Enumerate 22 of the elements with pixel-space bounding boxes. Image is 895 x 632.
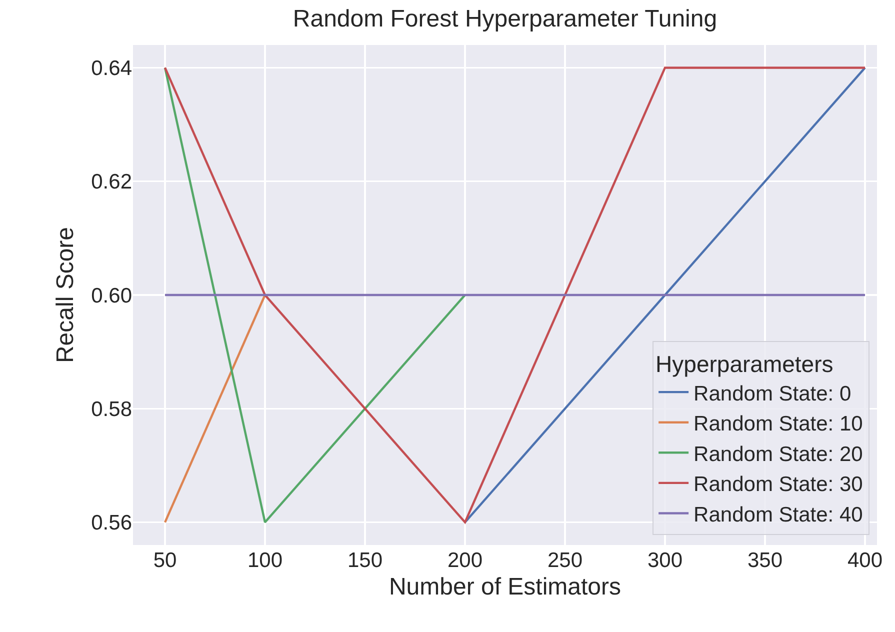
x-tick-label: 150	[347, 549, 383, 572]
x-tick-label: 350	[747, 549, 783, 572]
x-tick-label: 100	[247, 549, 283, 572]
legend-label: Random State: 40	[694, 503, 863, 526]
legend-label: Random State: 10	[694, 412, 863, 436]
legend-label: Random State: 0	[694, 382, 852, 406]
y-tick-label: 0.58	[91, 398, 132, 421]
legend-title: Hyperparameters	[656, 350, 834, 377]
x-tick-label: 250	[547, 549, 583, 572]
y-tick-label: 0.62	[91, 170, 132, 194]
y-tick-label: 0.56	[91, 512, 132, 535]
y-tick-label: 0.64	[91, 57, 132, 80]
x-tick-label: 300	[647, 549, 683, 572]
x-tick-label: 200	[447, 549, 483, 572]
y-tick-label: 0.60	[91, 284, 132, 308]
x-axis-title: Number of Estimators	[388, 573, 622, 600]
x-tick-label: 400	[847, 549, 883, 572]
y-axis-title: Recall Score	[52, 226, 80, 364]
legend-label: Random State: 20	[694, 442, 863, 466]
chart-title: Random Forest Hyperparameter Tuning	[292, 5, 718, 32]
legend-label: Random State: 30	[694, 473, 863, 496]
x-tick-label: 50	[153, 549, 177, 572]
